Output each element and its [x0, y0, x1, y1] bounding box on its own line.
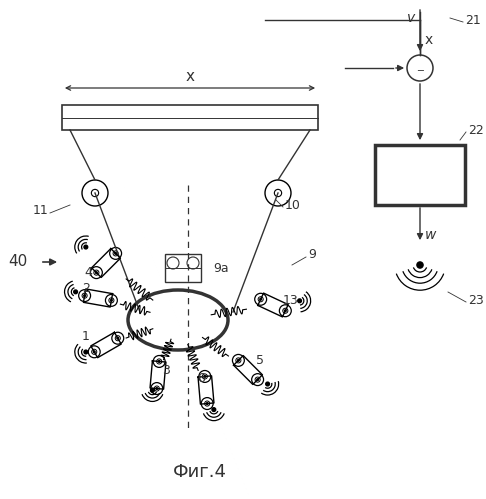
Text: 5: 5 — [256, 353, 264, 366]
Circle shape — [207, 403, 208, 404]
Text: 9: 9 — [308, 249, 316, 261]
Circle shape — [298, 299, 301, 303]
Bar — [62, 105, 318, 130]
Circle shape — [74, 290, 77, 294]
Text: 3: 3 — [162, 363, 170, 377]
Text: w: w — [425, 228, 436, 242]
Text: 1: 1 — [82, 330, 90, 343]
Circle shape — [417, 262, 423, 268]
Bar — [375, 145, 465, 205]
Circle shape — [158, 361, 160, 362]
Circle shape — [93, 351, 95, 353]
Circle shape — [151, 389, 154, 392]
Circle shape — [284, 310, 286, 311]
Circle shape — [84, 295, 86, 296]
Text: 4: 4 — [84, 266, 92, 279]
Circle shape — [238, 360, 239, 361]
Text: 9a: 9a — [213, 261, 228, 274]
Circle shape — [266, 382, 269, 386]
Text: 6: 6 — [197, 371, 205, 385]
Circle shape — [117, 337, 119, 339]
Text: 11: 11 — [32, 204, 48, 217]
Circle shape — [115, 252, 117, 254]
Circle shape — [204, 376, 206, 377]
Text: 23: 23 — [468, 293, 484, 306]
Text: 10: 10 — [285, 199, 301, 212]
Text: 40: 40 — [8, 254, 27, 269]
Text: 21: 21 — [465, 13, 481, 26]
Circle shape — [212, 408, 216, 412]
Bar — [165, 254, 201, 282]
Circle shape — [96, 272, 97, 273]
Text: 22: 22 — [468, 123, 484, 137]
Circle shape — [84, 245, 87, 249]
Circle shape — [156, 388, 157, 389]
Text: 2: 2 — [82, 281, 90, 294]
Circle shape — [257, 379, 259, 380]
Circle shape — [110, 299, 112, 301]
Text: v: v — [407, 11, 415, 25]
Text: x: x — [186, 68, 194, 83]
Text: ─: ─ — [417, 66, 423, 76]
Text: Фиг.4: Фиг.4 — [173, 463, 227, 481]
Circle shape — [84, 350, 87, 354]
Circle shape — [260, 298, 261, 300]
Text: x: x — [425, 33, 433, 47]
Text: 13: 13 — [283, 293, 299, 306]
